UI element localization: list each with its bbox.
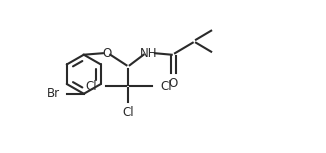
Text: NH: NH bbox=[141, 47, 158, 60]
Text: Cl: Cl bbox=[122, 106, 134, 119]
Text: Cl: Cl bbox=[160, 80, 172, 93]
Text: Cl: Cl bbox=[86, 80, 97, 93]
Text: O: O bbox=[102, 47, 112, 60]
Text: O: O bbox=[169, 77, 178, 90]
Text: Br: Br bbox=[46, 87, 60, 100]
